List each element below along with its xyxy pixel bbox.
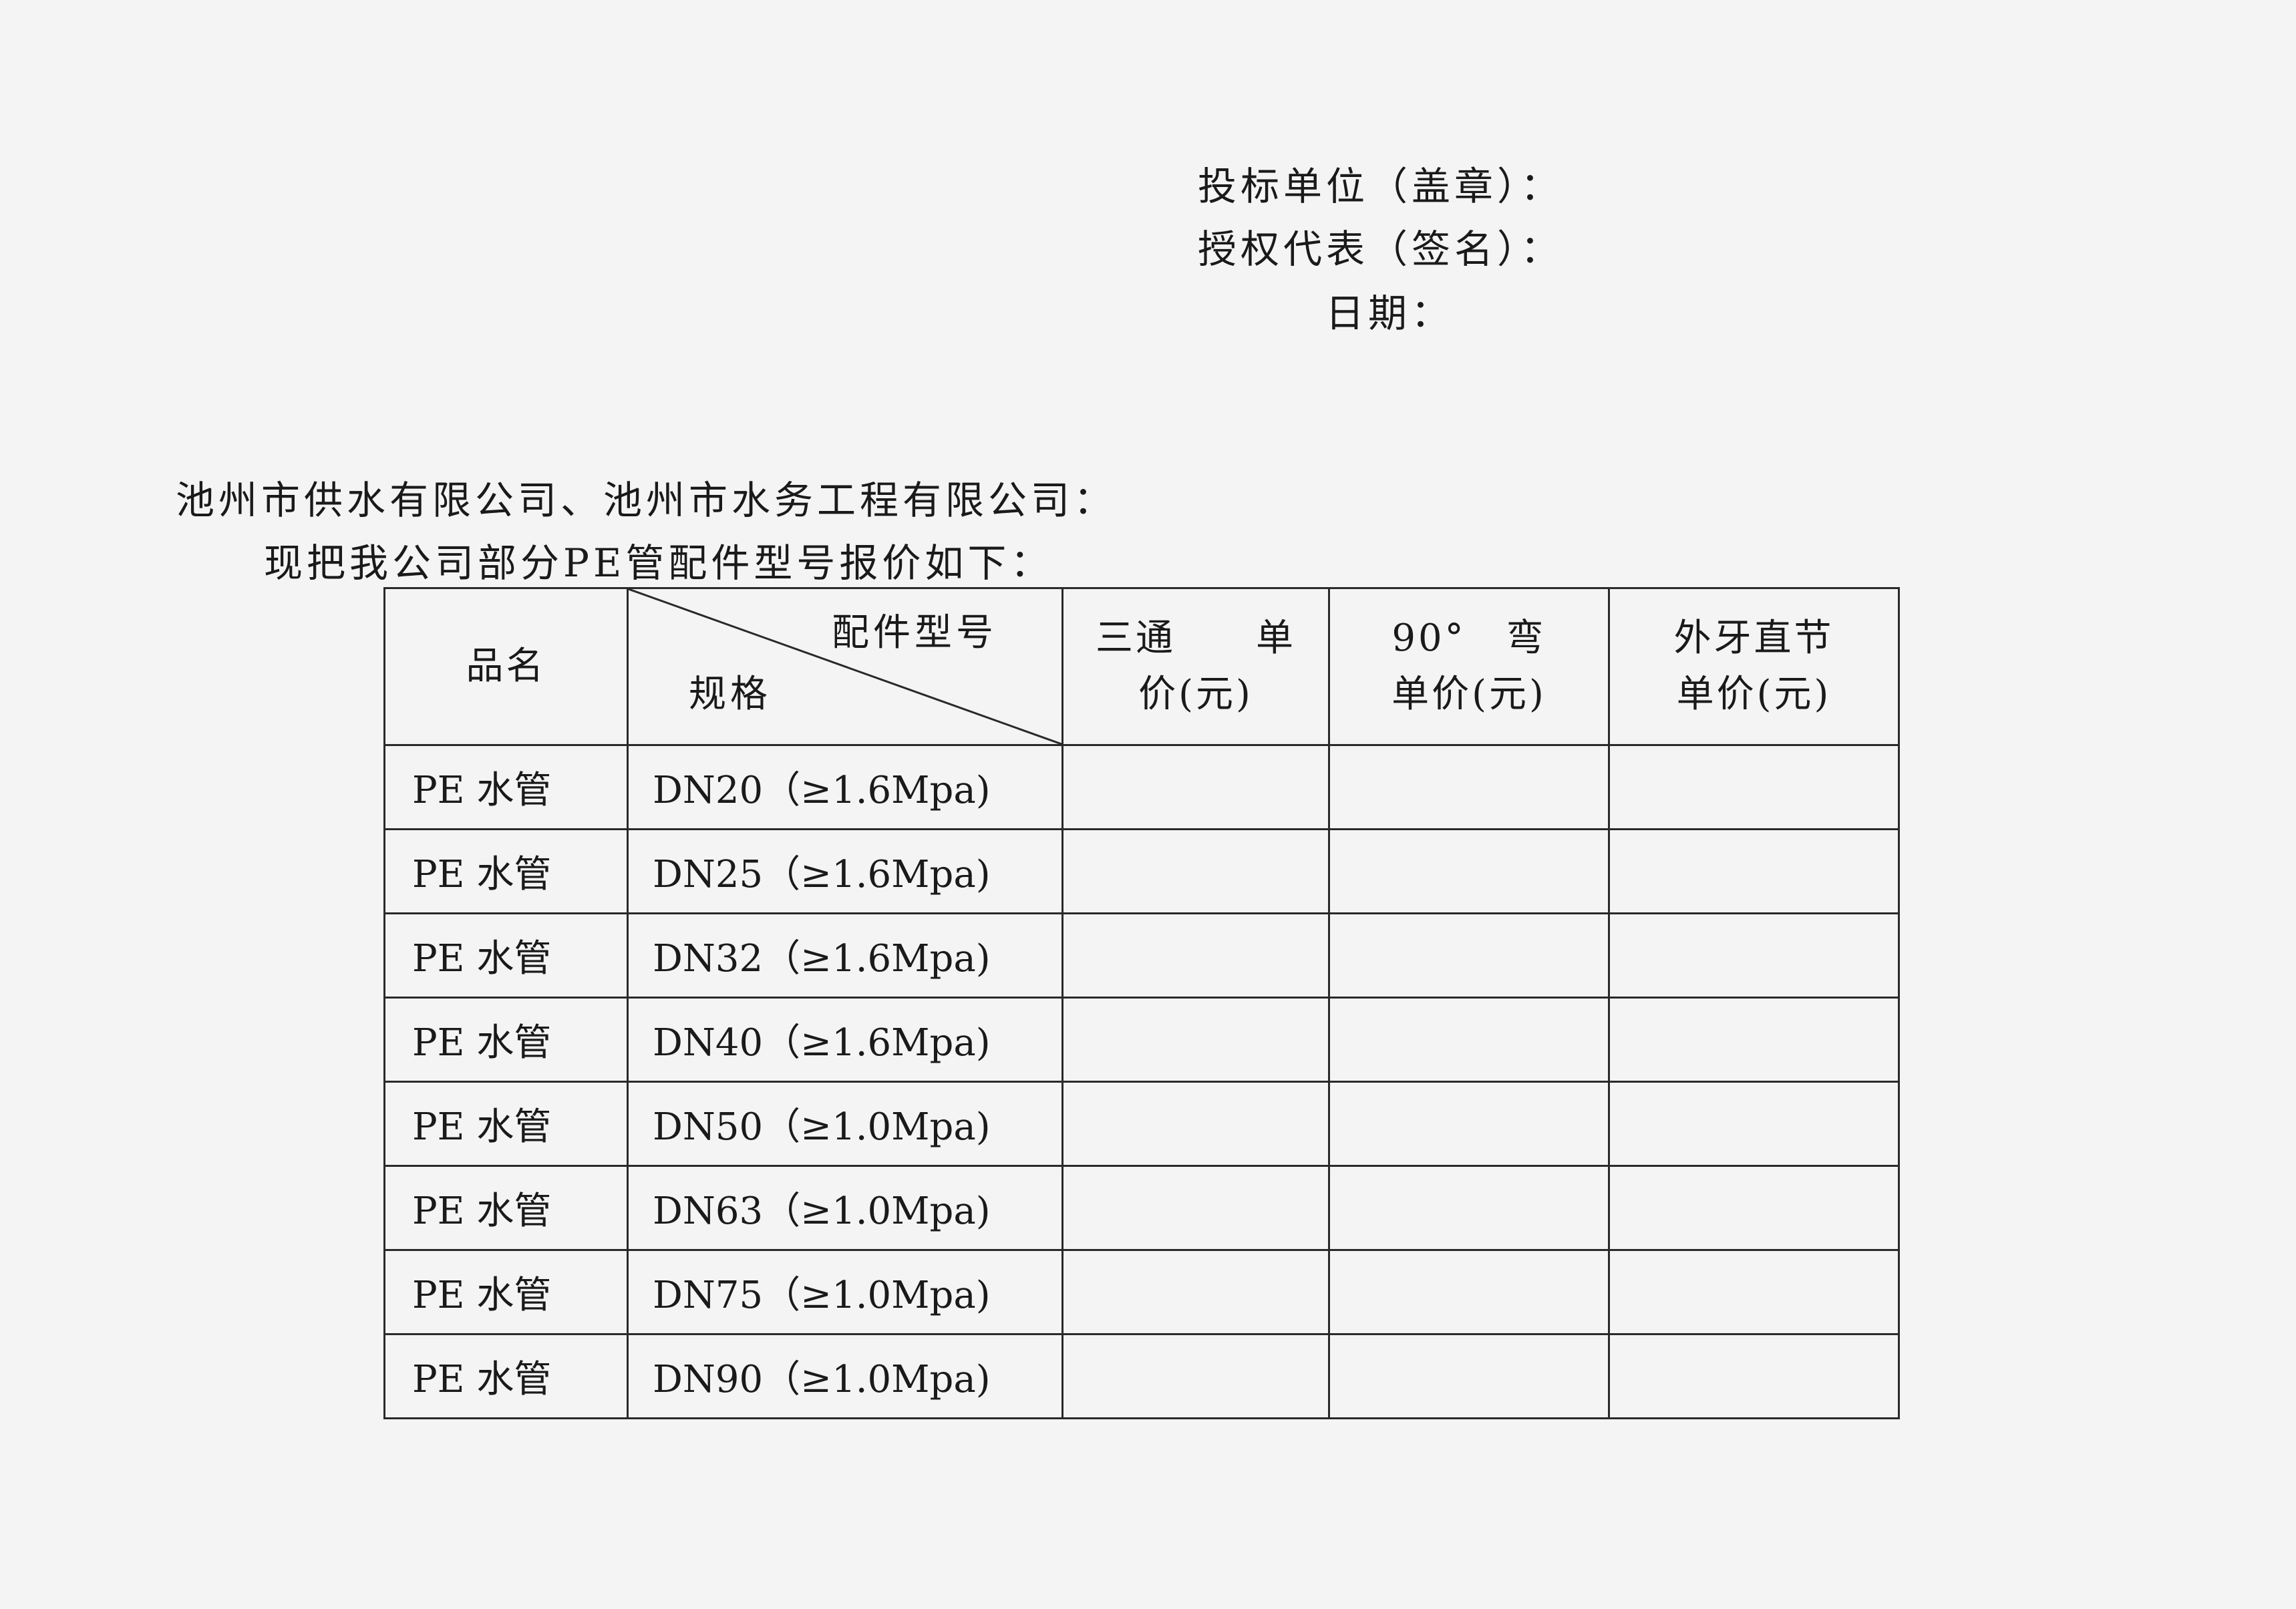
product-name-cell: PE 水管 <box>383 1249 629 1335</box>
table-row: PE 水管 DN75（≥1.0Mpa) <box>383 1249 1900 1335</box>
elbow-price-cell <box>1328 1333 1610 1419</box>
male-coupling-price-cell <box>1608 997 1900 1083</box>
date-label: 日期： <box>1325 291 1454 336</box>
addressee: 池州市供水有限公司、池州市水务工程有限公司： <box>176 478 1117 523</box>
product-name-cell: PE 水管 <box>383 997 629 1083</box>
table-row: PE 水管 DN32（≥1.6Mpa) <box>383 912 1900 999</box>
spec-cell: DN25（≥1.6Mpa) <box>627 828 1063 914</box>
elbow-price-cell <box>1328 1081 1610 1167</box>
male-coupling-price-cell <box>1608 828 1900 914</box>
spec-cell: DN20（≥1.6Mpa) <box>627 744 1063 830</box>
tee-price-cell <box>1061 828 1330 914</box>
elbow-price-cell <box>1328 912 1610 999</box>
header-elbow-price: 90° 弯单价(元) <box>1328 587 1610 746</box>
product-name-cell: PE 水管 <box>383 912 629 999</box>
header-line: 单价(元) <box>1391 673 1546 716</box>
diagonal-line <box>629 589 1061 744</box>
male-coupling-price-cell <box>1608 1081 1900 1167</box>
table-row: PE 水管 DN90（≥1.0Mpa) <box>383 1333 1900 1419</box>
header-product-name: 品名 <box>383 587 629 746</box>
header-line: 三通 单 <box>1096 616 1296 660</box>
header-line: 单价(元) <box>1676 673 1832 716</box>
intro-text: 现把我公司部分PE管配件型号报价如下： <box>264 540 1053 586</box>
header-fitting-model: 配件型号 <box>832 611 997 655</box>
table-row: PE 水管 DN50（≥1.0Mpa) <box>383 1081 1900 1167</box>
tee-price-cell <box>1061 1165 1330 1251</box>
spec-cell: DN40（≥1.6Mpa) <box>627 997 1063 1083</box>
bidder-seal-label: 投标单位（盖章）： <box>1198 164 1564 209</box>
product-name-cell: PE 水管 <box>383 1333 629 1419</box>
male-coupling-price-cell <box>1608 1165 1900 1251</box>
male-coupling-price-cell <box>1608 744 1900 830</box>
table-header-row: 品名 配件型号 规格 三通 单价(元) 90° 弯单价(元) 外牙直节单价(元) <box>383 587 1900 746</box>
tee-price-cell <box>1061 1333 1330 1419</box>
elbow-price-cell <box>1328 744 1610 830</box>
table-row: PE 水管 DN20（≥1.6Mpa) <box>383 744 1900 830</box>
elbow-price-cell <box>1328 1165 1610 1251</box>
spec-cell: DN50（≥1.0Mpa) <box>627 1081 1063 1167</box>
header-male-coupling-price: 外牙直节单价(元) <box>1608 587 1900 746</box>
spec-cell: DN75（≥1.0Mpa) <box>627 1249 1063 1335</box>
header-diagonal-cell: 配件型号 规格 <box>627 587 1063 746</box>
male-coupling-price-cell <box>1608 1249 1900 1335</box>
elbow-price-cell <box>1328 828 1610 914</box>
table-row: PE 水管 DN25（≥1.6Mpa) <box>383 828 1900 914</box>
table-row: PE 水管 DN63（≥1.0Mpa) <box>383 1165 1900 1251</box>
male-coupling-price-cell <box>1608 1333 1900 1419</box>
product-name-cell: PE 水管 <box>383 1165 629 1251</box>
spec-cell: DN63（≥1.0Mpa) <box>627 1165 1063 1251</box>
tee-price-cell <box>1061 997 1330 1083</box>
tee-price-cell <box>1061 912 1330 999</box>
elbow-price-cell <box>1328 997 1610 1083</box>
product-name-cell: PE 水管 <box>383 1081 629 1167</box>
product-name-cell: PE 水管 <box>383 744 629 830</box>
header-spec: 规格 <box>689 673 772 716</box>
tee-price-cell <box>1061 1249 1330 1335</box>
header-line: 外牙直节 <box>1673 616 1834 660</box>
spec-cell: DN32（≥1.6Mpa) <box>627 912 1063 999</box>
product-name-cell: PE 水管 <box>383 828 629 914</box>
elbow-price-cell <box>1328 1249 1610 1335</box>
header-line: 价(元) <box>1138 673 1253 716</box>
tee-price-cell <box>1061 1081 1330 1167</box>
authorized-rep-label: 授权代表（签名）： <box>1198 226 1564 272</box>
male-coupling-price-cell <box>1608 912 1900 999</box>
spec-cell: DN90（≥1.0Mpa) <box>627 1333 1063 1419</box>
price-table: 品名 配件型号 规格 三通 单价(元) 90° 弯单价(元) 外牙直节单价(元)… <box>383 587 1900 1419</box>
table-row: PE 水管 DN40（≥1.6Mpa) <box>383 997 1900 1083</box>
header-tee-price: 三通 单价(元) <box>1061 587 1330 746</box>
header-line: 90° 弯 <box>1391 616 1546 660</box>
tee-price-cell <box>1061 744 1330 830</box>
